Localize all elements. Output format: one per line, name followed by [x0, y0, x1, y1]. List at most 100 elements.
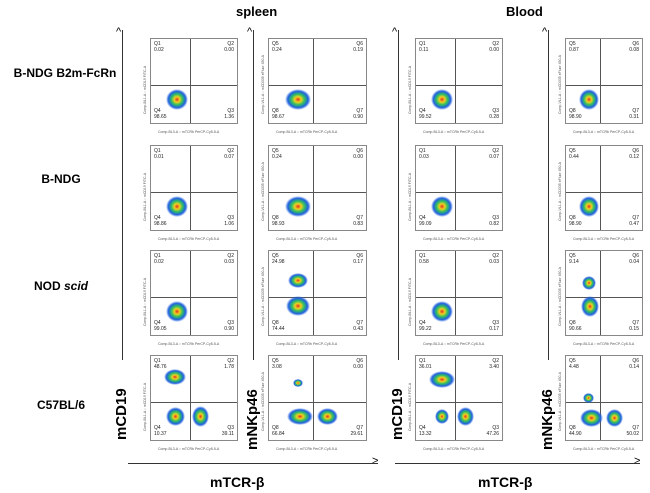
quadrant-percentage: 98.86: [154, 221, 167, 227]
quadrant-gate-vertical: [600, 146, 601, 230]
quadrant-label-q7: Q7 0.83: [353, 215, 363, 227]
quadrant-label-q5: Q5 0.24: [272, 148, 282, 160]
quadrant-gate-vertical: [190, 146, 191, 230]
quadrant-label-q1: Q1 48.76: [154, 358, 167, 370]
quadrant-label-q6: Q6 0.17: [353, 253, 363, 265]
quadrant-name: Q8: [569, 108, 576, 114]
quadrant-name: Q2: [492, 358, 499, 364]
quadrant-name: Q4: [154, 215, 161, 221]
plot-y-axis-text: Comp-VL1-A :: mCD335 eFluor 450-A: [261, 267, 265, 326]
quadrant-percentage: 66.84: [272, 431, 285, 437]
quadrant-label-q3: Q3 0.90: [224, 320, 234, 332]
quadrant-label-q8: Q8 98.90: [569, 215, 582, 227]
quadrant-name: Q3: [492, 108, 499, 114]
quadrant-percentage: 0.00: [224, 47, 234, 53]
quadrant-label-q1: Q1 0.01: [154, 148, 164, 160]
quadrant-label-q4: Q4 99.09: [419, 215, 432, 227]
cell-population: [430, 301, 453, 322]
quadrant-name: Q4: [154, 108, 161, 114]
flow-plot-blood-mcd19-row2: Q1 0.03 Q2 0.07 Q4 99.09 Q3 0.82: [415, 145, 503, 231]
quadrant-label-q3: Q3 39.11: [222, 425, 234, 437]
quadrant-percentage: 4.48: [569, 364, 579, 370]
quadrant-name: Q8: [272, 108, 279, 114]
quadrant-label-q8: Q8 66.84: [272, 425, 285, 437]
quadrant-percentage: 0.07: [224, 154, 234, 160]
quadrant-name: Q5: [569, 148, 576, 154]
flow-plot-blood-mcd19-row3: Q1 0.58 Q2 0.03 Q4 99.22 Q3 0.17: [415, 250, 503, 336]
quadrant-label-q1: Q1 0.11: [419, 41, 428, 53]
quadrant-percentage: 0.14: [629, 364, 639, 370]
quadrant-label-q8: Q8 44.90: [569, 425, 582, 437]
quadrant-name: Q5: [272, 41, 279, 47]
quadrant-percentage: 48.76: [154, 364, 167, 370]
arrow-head-2: ^: [247, 26, 253, 38]
quadrant-name: Q8: [272, 215, 279, 221]
plot-x-axis-text: Comp-BL3-A :: mTCRb PerCP-Cy5-5-A: [423, 237, 485, 241]
y-axis-label-mnkp46-spleen: mNKp46: [244, 389, 261, 450]
quadrant-label-q2: Q2 0.07: [489, 148, 499, 160]
quadrant-percentage: 98.90: [569, 221, 582, 227]
quadrant-percentage: 13.32: [419, 431, 432, 437]
quadrant-name: Q3: [227, 215, 234, 221]
quadrant-label-q6: Q6 0.00: [353, 358, 363, 370]
quadrant-gate-horizontal: [151, 192, 237, 193]
quadrant-label-q1: Q1 36.01: [419, 358, 432, 370]
quadrant-label-q5: Q5 24.98: [272, 253, 285, 265]
flow-plot-blood-mnkp46-row3: Q5 9.14 Q6 0.04 Q8 90.66 Q7 0.15: [565, 250, 643, 336]
quadrant-gate-vertical: [313, 39, 314, 123]
quadrant-percentage: 0.12: [629, 154, 639, 160]
x-axis-arrow-spleen: [128, 463, 378, 464]
plot-y-axis-text: Comp-BL1-A :: mCD19 FITC-A: [143, 172, 147, 221]
cell-population: [192, 406, 210, 427]
plot-x-axis-text: Comp-BL3-A :: mTCRb PerCP-Cy5-5-A: [573, 447, 635, 451]
quadrant-gate-vertical: [190, 356, 191, 440]
flow-plot-blood-mnkp46-row2: Q5 0.44 Q6 0.12 Q8 98.90 Q7 0.47: [565, 145, 643, 231]
quadrant-percentage: 10.37: [154, 431, 167, 437]
quadrant-name: Q3: [492, 320, 499, 326]
quadrant-percentage: 39.11: [221, 431, 234, 437]
quadrant-percentage: 0.02: [154, 47, 164, 53]
quadrant-gate-horizontal: [566, 192, 642, 193]
quadrant-percentage: 0.28: [489, 114, 499, 120]
plot-x-axis-text: Comp-BL3-A :: mTCRb PerCP-Cy5-5-A: [423, 130, 485, 134]
quadrant-label-q7: Q7 50.02: [626, 425, 639, 437]
quadrant-percentage: 0.83: [353, 221, 363, 227]
quadrant-percentage: 1.06: [224, 221, 234, 227]
x-axis-label-spleen: mTCR-β: [210, 474, 265, 490]
quadrant-gate-horizontal: [416, 297, 502, 298]
quadrant-gate-horizontal: [416, 85, 502, 86]
quadrant-gate-vertical: [600, 356, 601, 440]
cell-population: [165, 407, 185, 426]
quadrant-label-q2: Q2 1.78: [224, 358, 234, 370]
quadrant-percentage: 0.47: [629, 221, 639, 227]
quadrant-label-q5: Q5 0.24: [272, 41, 282, 53]
y-axis-arrow-4: [548, 30, 549, 360]
quadrant-percentage: 0.44: [569, 154, 579, 160]
quadrant-label-q4: Q4 98.86: [154, 215, 167, 227]
quadrant-label-q2: Q2 0.00: [489, 41, 499, 53]
cell-population: [581, 276, 596, 290]
quadrant-name: Q1: [154, 358, 161, 364]
quadrant-label-q2: Q2 0.07: [224, 148, 234, 160]
quadrant-percentage: 98.90: [569, 114, 582, 120]
quadrant-name: Q6: [356, 148, 363, 154]
cell-population: [430, 89, 453, 110]
cell-population: [288, 272, 308, 288]
quadrant-percentage: 99.52: [419, 114, 432, 120]
quadrant-label-q7: Q7 0.43: [353, 320, 363, 332]
quadrant-name: Q6: [632, 253, 639, 259]
blood-title: Blood: [506, 4, 543, 19]
quadrant-percentage: 50.02: [626, 431, 639, 437]
plot-y-axis-text: Comp-VL1-A :: mCD335 eFluor 450-A: [558, 55, 562, 114]
quadrant-label-q6: Q6 0.12: [629, 148, 639, 160]
quadrant-name: Q8: [272, 425, 279, 431]
quadrant-gate-vertical: [313, 146, 314, 230]
quadrant-label-q3: Q3 1.36: [224, 108, 234, 120]
quadrant-label-q4: Q4 99.52: [419, 108, 432, 120]
quadrant-percentage: 98.65: [154, 114, 167, 120]
quadrant-name: Q7: [356, 425, 363, 431]
arrow-head-1: ^: [116, 26, 122, 38]
quadrant-label-q2: Q2 0.03: [489, 253, 499, 265]
quadrant-gate-horizontal: [151, 402, 237, 403]
flow-plot-blood-mcd19-row1: Q1 0.11 Q2 0.00 Q4 99.52 Q3 0.28: [415, 38, 503, 124]
